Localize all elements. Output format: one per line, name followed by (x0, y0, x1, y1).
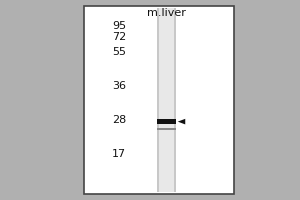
Text: 17: 17 (112, 149, 126, 159)
Text: 72: 72 (112, 32, 126, 42)
Bar (157, 128, 176, 130)
Bar (157, 8, 176, 192)
Bar (84, 6, 234, 194)
Text: 55: 55 (112, 47, 126, 57)
Bar (157, 119, 176, 124)
Text: m.liver: m.liver (147, 8, 186, 18)
Polygon shape (178, 119, 185, 124)
Text: 95: 95 (112, 21, 126, 31)
Text: 36: 36 (112, 81, 126, 91)
Text: 28: 28 (112, 115, 126, 125)
Bar (159, 8, 174, 192)
